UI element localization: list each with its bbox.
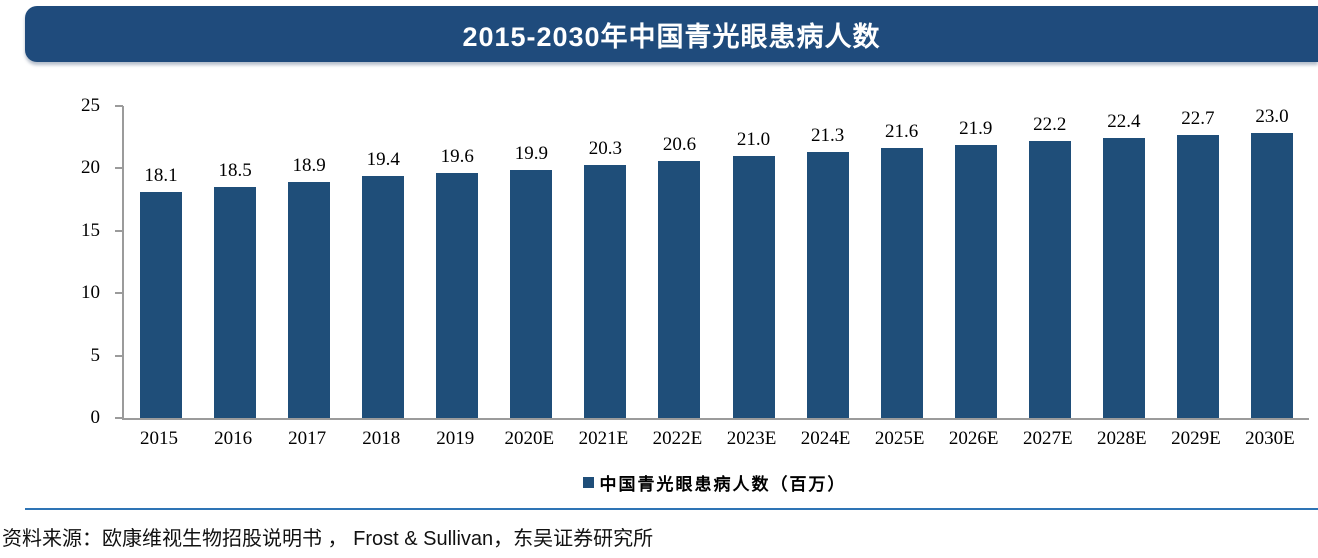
bar [732, 155, 775, 418]
legend-swatch-icon [582, 477, 594, 488]
bar-value-label: 21.0 [736, 128, 771, 150]
bar [288, 182, 331, 418]
x-tick-label: 2021E [578, 428, 629, 449]
bar-column: 23.0 [1235, 106, 1309, 418]
bar-column: 19.4 [346, 106, 420, 418]
bar [954, 144, 997, 418]
bar-value-label: 21.3 [810, 125, 845, 147]
y-tick-mark [115, 292, 123, 295]
bar [362, 175, 405, 418]
y-tick-mark [115, 105, 123, 107]
bar-value-label: 18.9 [292, 155, 326, 177]
bar-value-label: 19.4 [366, 148, 400, 170]
bar [436, 173, 479, 418]
plot-area: 18.1 18.5 18.9 19.4 19.6 19.9 20.3 20.6 21.0 21.3… [122, 106, 1309, 420]
bar [214, 187, 257, 418]
bar-value-label: 21.9 [959, 117, 993, 139]
bar-value-label: 22.7 [1181, 107, 1215, 129]
x-tick-label: 2028E [1097, 428, 1147, 449]
source-note: 资料来源：欧康维视生物招股说明书 ， Frost & Sullivan，东吴证券… [2, 528, 654, 550]
y-tick-mark [115, 417, 123, 419]
x-tick-label: 2015 [140, 428, 179, 449]
bar-value-label: 23.0 [1255, 106, 1289, 127]
x-tick-label: 2018 [362, 428, 401, 449]
y-tick-label: 10 [81, 282, 100, 304]
y-tick-label: 15 [81, 219, 100, 241]
x-tick-label: 2022E [652, 428, 703, 449]
bar [658, 160, 701, 418]
y-tick-label: 5 [90, 344, 101, 366]
bar [584, 164, 627, 418]
x-tick-label: 2023E [726, 428, 777, 449]
bar-column: 18.9 [272, 106, 346, 418]
bar-column: 21.6 [865, 106, 939, 418]
bar [510, 169, 553, 418]
y-tick-mark [115, 167, 123, 170]
x-tick-label: 2027E [1022, 428, 1073, 449]
x-axis-labels: 2015 2016 2017 2018 2019 2020E 2021E 2022E 2023E… [122, 428, 1307, 450]
footer-divider [25, 508, 1318, 510]
bar-value-label: 18.1 [144, 165, 178, 187]
bar-column: 20.6 [642, 106, 716, 418]
bar-value-label: 20.6 [662, 133, 697, 155]
bar-column: 22.4 [1087, 106, 1161, 418]
legend: 中国青光眼患病人数（百万） [122, 470, 1307, 495]
bar-value-label: 20.3 [588, 137, 623, 159]
bar-value-label: 21.6 [885, 121, 919, 143]
y-tick-mark [115, 229, 123, 232]
bar-value-label: 22.2 [1033, 113, 1067, 135]
bar-column: 21.0 [717, 106, 791, 418]
x-tick-label: 2020E [504, 428, 555, 449]
chart-title: 2015-2030年中国青光眼患病人数 [462, 21, 881, 52]
bar [1028, 140, 1071, 418]
bar-column: 18.1 [124, 106, 198, 418]
x-tick-label: 2024E [800, 428, 851, 449]
bar [880, 148, 923, 418]
y-tick-label: 25 [81, 95, 100, 116]
bar-column: 22.7 [1161, 106, 1235, 418]
chart-title-banner: 2015-2030年中国青光眼患病人数 [25, 6, 1318, 62]
bar-column: 19.6 [420, 106, 494, 418]
bar-value-label: 22.4 [1107, 111, 1141, 133]
bar-column: 18.5 [198, 106, 272, 418]
bar-value-label: 19.6 [440, 146, 474, 168]
bar-column: 20.3 [568, 106, 642, 418]
bar [1102, 138, 1145, 418]
bar [1176, 134, 1219, 418]
bars-row: 18.1 18.5 18.9 19.4 19.6 19.9 20.3 20.6 21.0 21.3… [124, 106, 1309, 418]
x-tick-label: 2030E [1245, 428, 1295, 449]
y-tick-mark [115, 354, 123, 357]
bar-chart: 0 5 10 15 20 25 18.1 18.5 18.9 19.4 19.6 19.9 20.3 2… [81, 95, 1309, 450]
bar-column: 21.3 [791, 106, 865, 418]
x-tick-label: 2025E [874, 428, 925, 449]
bar-column: 19.9 [494, 106, 568, 418]
bar [140, 192, 183, 418]
y-tick-label: 20 [81, 157, 100, 179]
x-tick-label: 2016 [214, 428, 253, 449]
x-tick-label: 2017 [288, 428, 327, 449]
bar-column: 22.2 [1013, 106, 1087, 418]
x-tick-label: 2029E [1171, 428, 1221, 449]
y-tick-label: 0 [90, 407, 101, 428]
bar [806, 152, 849, 418]
x-tick-label: 2019 [436, 428, 475, 449]
x-tick-label: 2026E [948, 428, 999, 449]
bar-column: 21.9 [939, 106, 1013, 418]
bar [1250, 133, 1293, 418]
bar-value-label: 19.9 [514, 142, 548, 164]
legend-label: 中国青光眼患病人数（百万） [599, 475, 847, 494]
bar-value-label: 18.5 [218, 160, 252, 182]
